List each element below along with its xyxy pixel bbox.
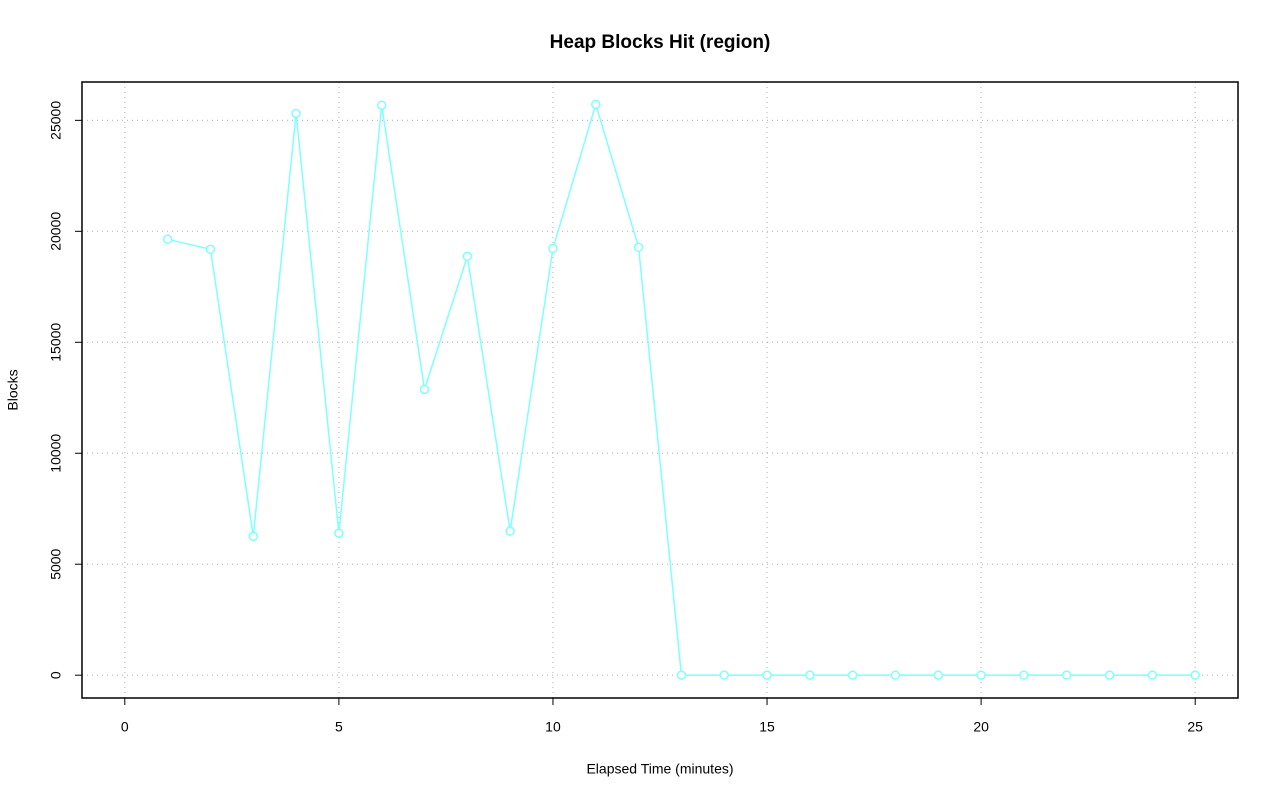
data-point <box>291 108 301 119</box>
data-point <box>762 670 772 680</box>
data-point <box>462 251 473 262</box>
data-point <box>248 531 259 542</box>
x-tick-label: 10 <box>545 719 561 735</box>
data-point <box>676 670 687 680</box>
chart-title: Heap Blocks Hit (region) <box>550 32 771 53</box>
data-point <box>419 384 430 395</box>
data-point <box>1147 670 1158 680</box>
data-point <box>719 670 729 680</box>
data-point <box>376 100 387 111</box>
data-line <box>167 101 1196 676</box>
data-point <box>633 242 644 253</box>
data-point <box>1061 670 1072 680</box>
x-axis-label: Elapsed Time (minutes) <box>586 761 733 777</box>
data-point <box>805 670 815 680</box>
data-point <box>505 526 515 536</box>
data-point <box>890 670 901 680</box>
data-point <box>976 670 986 680</box>
y-tick-label: 5000 <box>48 548 64 579</box>
y-tick-label: 25000 <box>48 101 64 140</box>
plot-frame <box>81 81 1239 699</box>
x-tick-label: 20 <box>973 719 989 735</box>
y-tick-label: 20000 <box>48 212 64 251</box>
x-tick-label: 5 <box>335 719 343 735</box>
x-tick-label: 15 <box>759 719 775 735</box>
x-tick-label: 25 <box>1187 719 1203 735</box>
data-point <box>1019 670 1029 680</box>
y-tick-label: 10000 <box>48 434 64 473</box>
data-point <box>548 243 558 254</box>
data-point <box>933 670 944 680</box>
y-tick-label: 0 <box>48 671 64 679</box>
y-tick-label: 15000 <box>48 323 64 362</box>
x-tick-label: 0 <box>121 719 129 735</box>
data-point <box>591 99 601 110</box>
data-point <box>847 670 858 680</box>
data-point <box>1104 670 1115 680</box>
data-point <box>334 528 344 538</box>
data-point <box>162 234 173 245</box>
data-point <box>1190 670 1200 680</box>
data-point <box>205 244 216 255</box>
y-axis-label: Blocks <box>5 369 21 410</box>
